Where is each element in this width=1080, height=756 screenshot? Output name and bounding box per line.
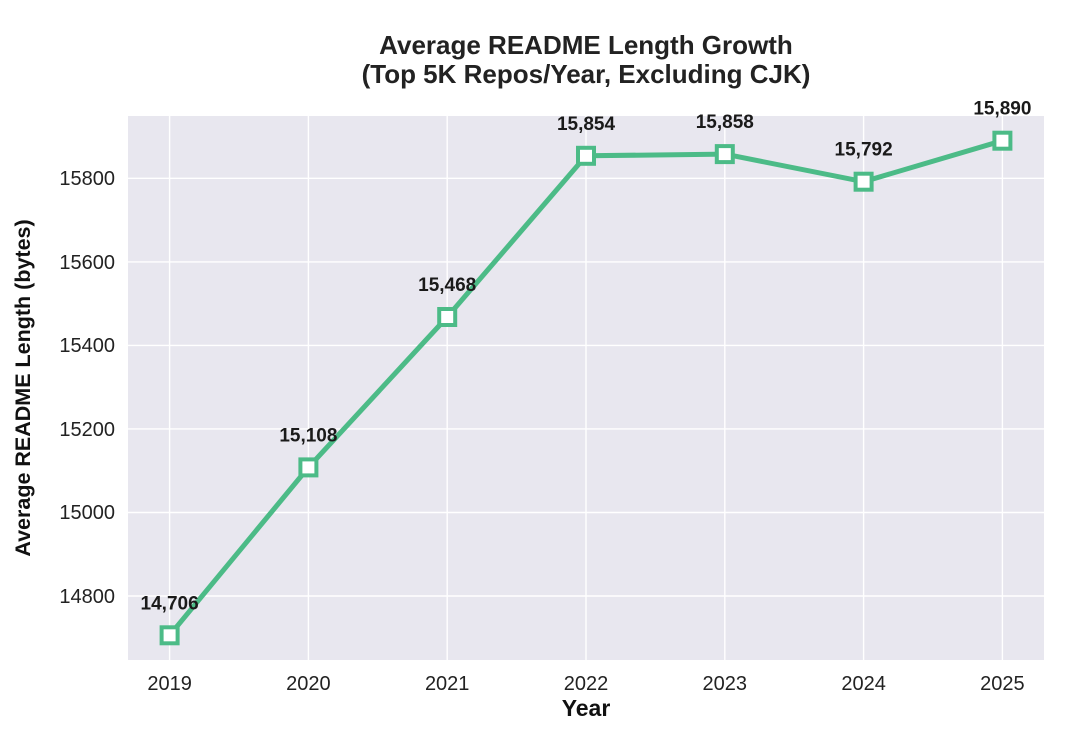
svg-text:2023: 2023 [703,673,748,695]
svg-text:15800: 15800 [59,168,115,190]
svg-text:15,858: 15,858 [696,112,754,133]
svg-text:15,792: 15,792 [835,140,893,161]
svg-text:2022: 2022 [564,673,609,695]
svg-text:15,890: 15,890 [973,99,1031,120]
svg-text:15200: 15200 [59,419,115,441]
svg-text:Year: Year [562,695,611,721]
svg-text:2025: 2025 [980,673,1025,695]
svg-text:Average README Length (bytes): Average README Length (bytes) [11,219,35,556]
svg-text:2019: 2019 [147,673,192,695]
svg-text:15400: 15400 [59,335,115,357]
svg-text:2024: 2024 [841,673,886,695]
svg-text:15,468: 15,468 [418,275,476,296]
svg-text:15600: 15600 [59,252,115,274]
svg-text:15,854: 15,854 [557,114,616,135]
svg-text:14800: 14800 [59,586,115,608]
svg-text:2021: 2021 [425,673,470,695]
svg-text:15000: 15000 [59,502,115,524]
svg-text:15,108: 15,108 [279,425,337,446]
svg-text:14,706: 14,706 [141,593,199,614]
svg-text:2020: 2020 [286,673,331,695]
